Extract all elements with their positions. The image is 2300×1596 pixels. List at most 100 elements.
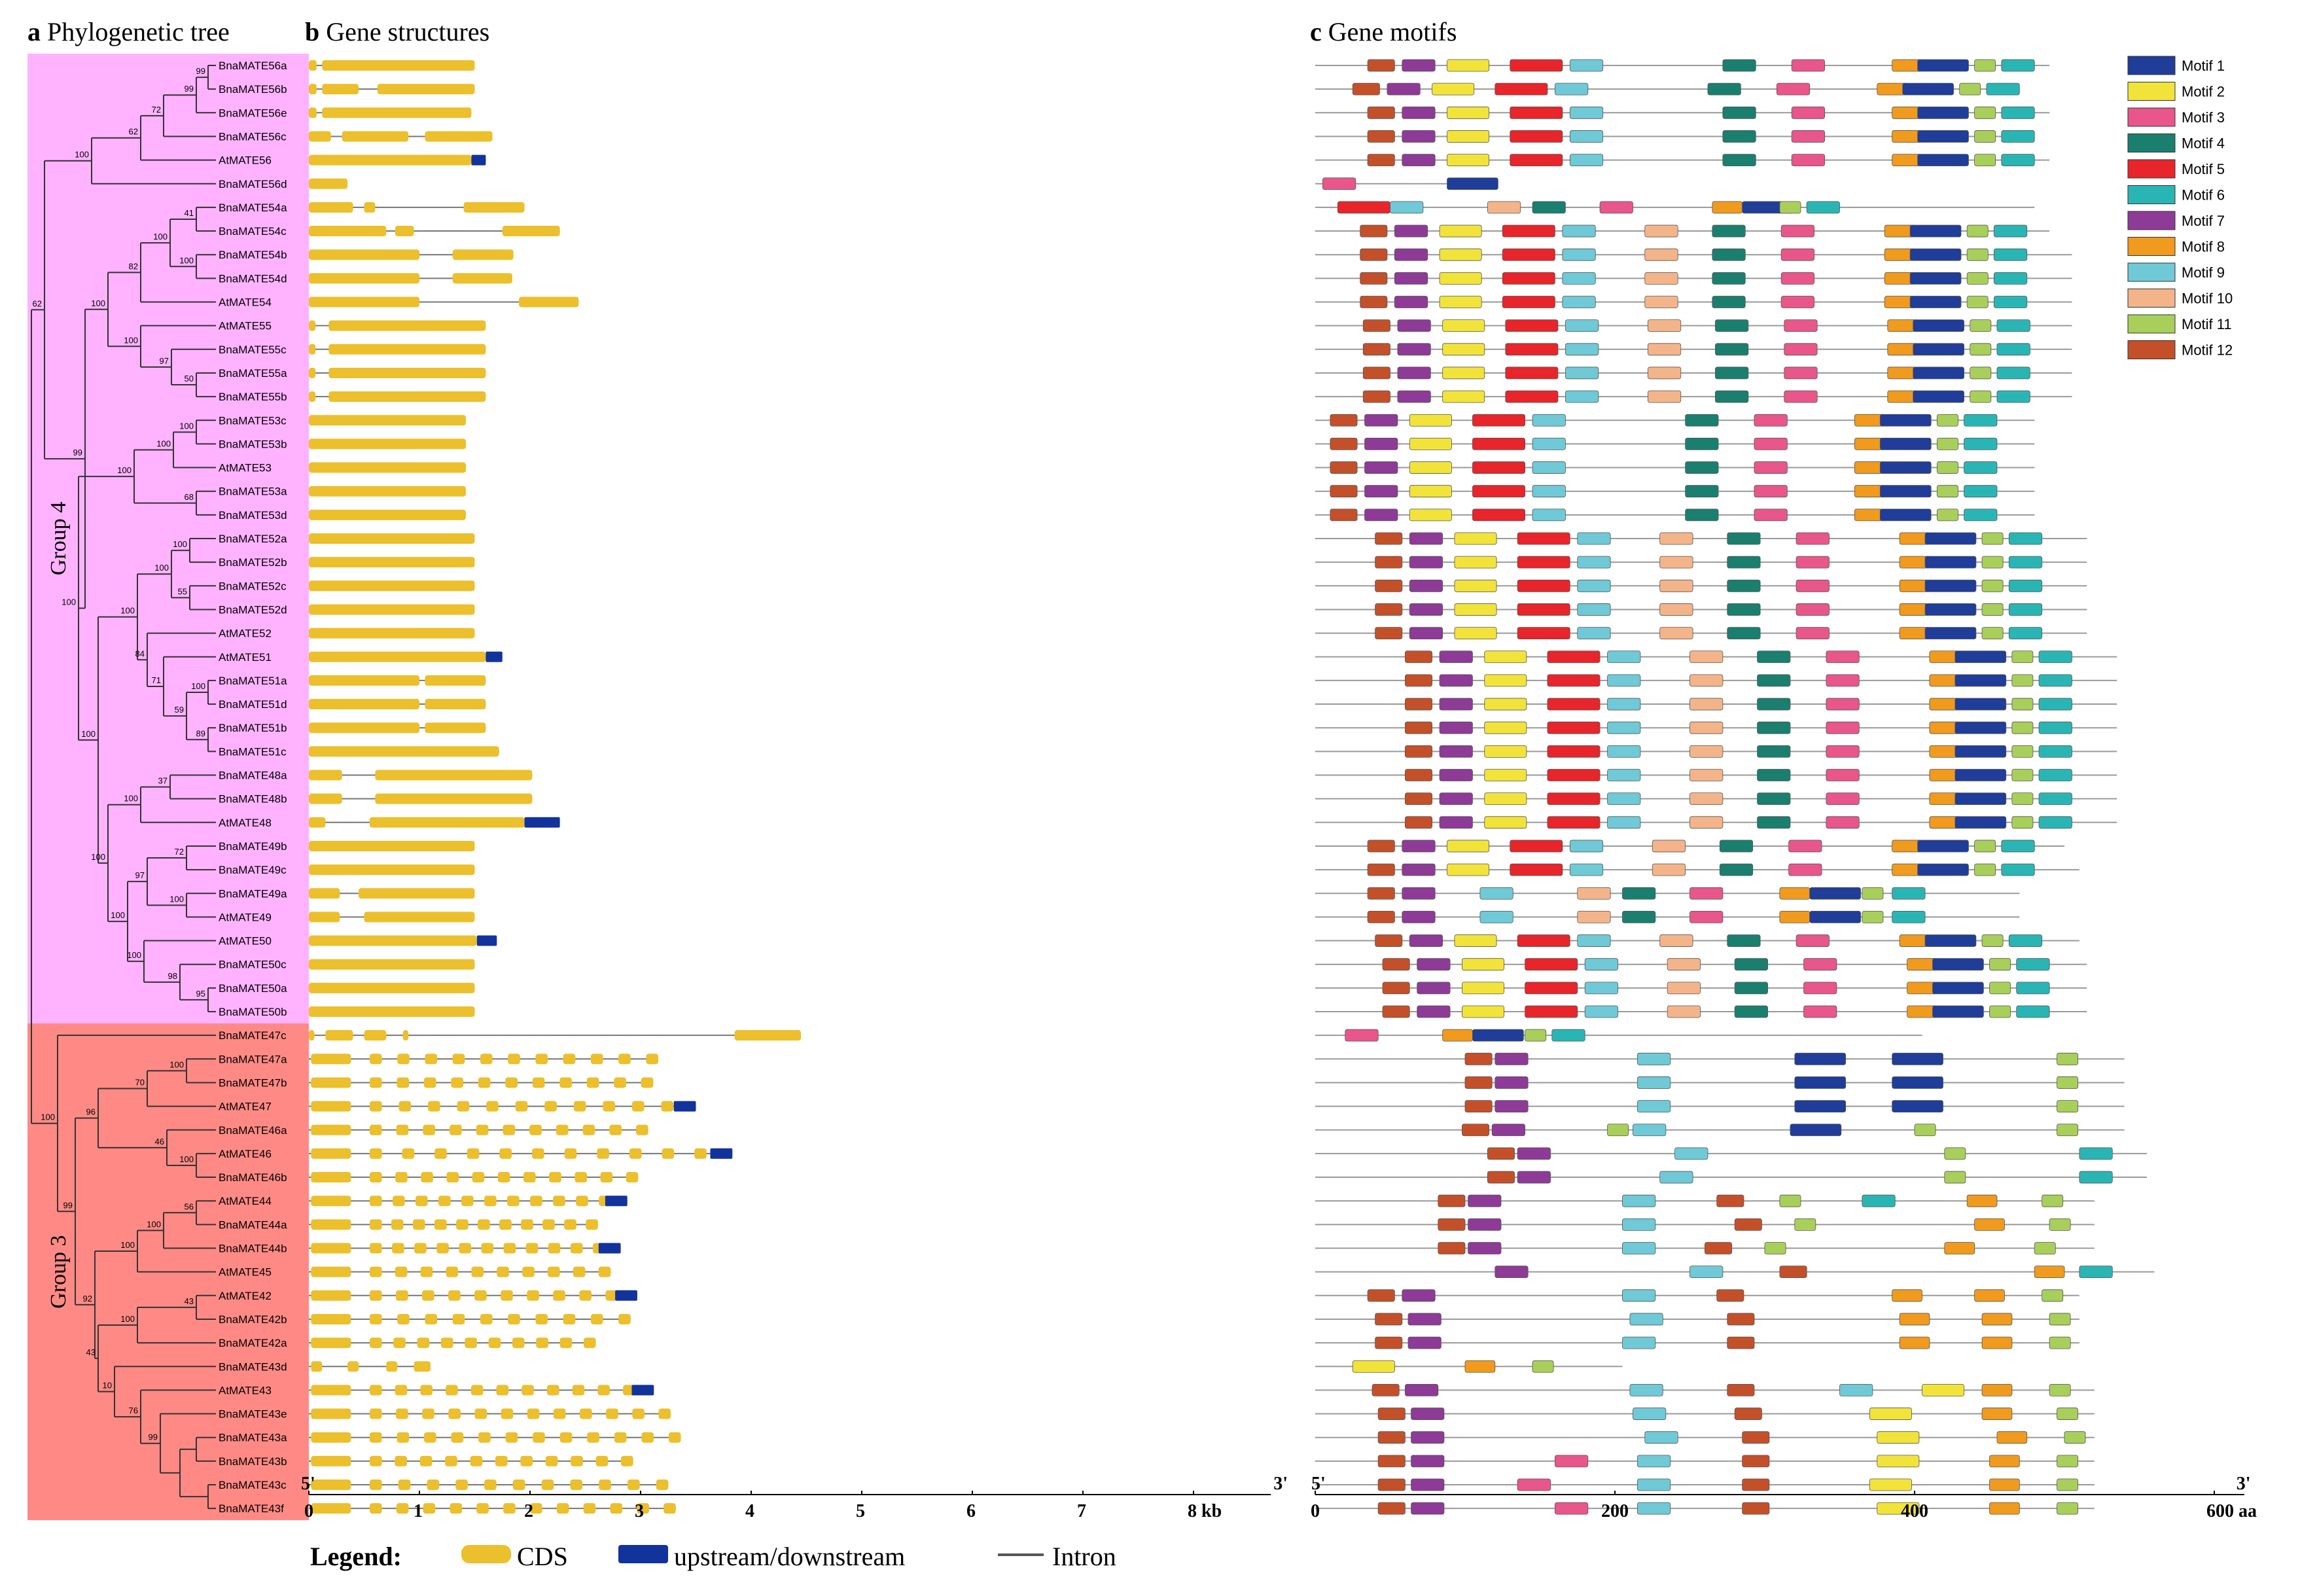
cds-block [512,1338,525,1349]
group4-background [27,54,309,1023]
motif-9 [1607,745,1641,758]
motif-10 [1659,627,1693,639]
motif-7 [1397,390,1431,403]
utr-block [486,651,503,662]
gene-label: BnaMATE49c [219,864,287,876]
cds-block [484,1480,497,1490]
motif-6 [1996,343,2030,356]
motif-7 [1468,1218,1502,1231]
cds-block [397,1313,410,1324]
motif-9 [1690,1266,1724,1279]
gene-label: BnaMATE54c [219,225,287,238]
cds-block [309,226,387,237]
gene-label: BnaMATE52c [219,580,287,592]
motif-9 [1532,414,1566,427]
motif-1 [1917,59,1969,72]
motif-7 [1409,556,1443,569]
motif-7 [1411,1408,1445,1420]
cds-block [530,1503,542,1514]
motif-1 [1917,840,1969,853]
cds-block [636,1124,648,1135]
cds-block [309,604,475,615]
bootstrap-value: 100 [169,1059,184,1069]
cds-block [369,1503,382,1514]
motif-1 [1913,343,1964,356]
motif-7 [1409,934,1443,947]
motif-12 [1362,390,1390,403]
motif-5 [1510,59,1563,72]
motif-11 [1974,863,1996,876]
bootstrap-value: 46 [155,1137,164,1146]
utr-block [710,1148,733,1159]
motif-5 [1517,532,1570,545]
motif-9 [1569,59,1604,72]
motif-11 [1779,201,1801,214]
motif-12 [1487,1147,1515,1160]
bootstrap-values: 9999726210041100100821006210097501001009… [33,66,205,1442]
cds-block [571,1455,583,1466]
cds-block [369,1480,382,1490]
motif-11 [1989,958,2011,971]
cds-block [311,1455,351,1466]
motif-12 [1375,1336,1403,1349]
cds-block [427,1480,440,1490]
bootstrap-value: 100 [154,563,169,573]
motif-6 [2038,769,2072,781]
cds-block [309,249,419,260]
motif-2 [1409,438,1452,450]
motif-1 [1902,82,1954,96]
motif-9 [1569,130,1604,143]
bootstrap-value: 100 [124,335,138,345]
legend-utr-swatch [618,1545,668,1563]
motif-4 [1685,414,1719,427]
motif-3 [1826,792,1860,806]
motif-11 [1970,319,1992,332]
gene-label: BnaMATE42b [219,1313,287,1326]
bootstrap-value: 100 [169,894,184,904]
motif-9 [1479,911,1513,923]
motif-9 [1569,154,1604,167]
gene-label: BnaMATE48a [219,770,287,782]
cds-block [397,1077,410,1088]
structure-axis-tick-label: 2 [524,1501,533,1521]
motif-2 [1447,106,1490,119]
motif-9 [1569,863,1604,876]
motif-3 [1796,556,1830,569]
motif-12 [1464,1076,1493,1089]
motif-12 [1742,1502,1770,1515]
motif-2 [1442,319,1485,332]
motif-12 [1779,1266,1807,1279]
motif-8 [1981,1383,2013,1396]
legend-title: Legend: [310,1542,402,1571]
motif-11 [2011,721,2034,734]
motif-legend-label: Motif 9 [2182,264,2225,281]
motif-11 [1944,1147,1966,1160]
cds-block [603,1101,615,1112]
motif-7 [1517,1171,1551,1184]
motif-12 [1377,1455,1406,1468]
bootstrap-value: 100 [173,539,187,549]
gene-label: BnaMATE44b [219,1243,287,1255]
motif-6 [1993,224,2028,238]
motif-legend-label: Motif 12 [2182,342,2233,359]
motif-11 [2011,769,2034,781]
motif-12 [1727,1313,1755,1326]
motif-4 [1685,461,1719,474]
motif-2 [1447,59,1490,72]
motif-2 [1447,840,1490,853]
motif-7 [1468,1194,1502,1207]
cds-block [541,1480,554,1490]
cds-block [455,1480,468,1490]
motif-1 [1924,579,1977,592]
motif-6 [2008,532,2043,545]
motif-12 [1330,485,1358,498]
motif-12 [1727,1336,1755,1349]
gene-label: BnaMATE54d [219,272,287,285]
cds-block [521,1219,533,1230]
motif-5 [1517,556,1570,569]
motif-9 [1629,1313,1663,1326]
motif-2 [1439,296,1482,308]
motif-10 [1647,390,1682,403]
gene-label: AtMATE45 [219,1266,272,1279]
